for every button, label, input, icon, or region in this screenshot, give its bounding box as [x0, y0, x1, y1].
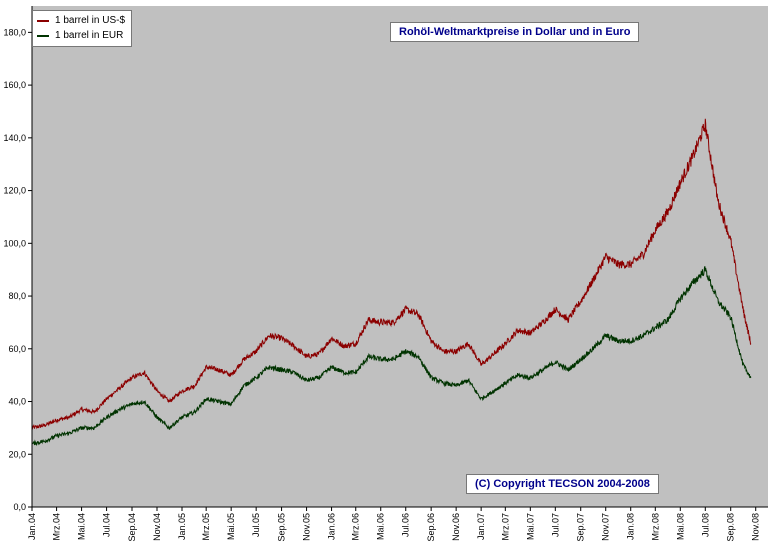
x-tick-label: Jul.07 — [550, 513, 560, 537]
axes: 0,0 20,0 40,0 60,0 80,0 100,0 120,0 140,0 160,0 1… — [3, 6, 768, 542]
legend-item-usd: 1 barrel in US-$ — [37, 13, 125, 28]
x-tick-label: Mrz.07 — [500, 513, 510, 541]
x-tick-label: Jan.07 — [476, 513, 486, 540]
x-tick-label: Jul.08 — [700, 513, 710, 537]
x-tick-label: Mai.08 — [675, 513, 685, 540]
x-tick-label: Mrz.04 — [52, 513, 62, 541]
x-tick-label: Mrz.08 — [650, 513, 660, 541]
x-tick-label: Jul.05 — [251, 513, 261, 537]
chart-title: Rohöl-Weltmarktpreise in Dollar und in E… — [390, 22, 640, 42]
y-tick-label: 80,0 — [8, 291, 26, 301]
x-tick-label: Jul.06 — [401, 513, 411, 537]
x-tick-label: Sep.06 — [426, 513, 436, 542]
x-tick-label: Mrz.06 — [351, 513, 361, 541]
x-tick-label: Sep.08 — [726, 513, 736, 542]
x-tick-label: Jan.05 — [177, 513, 187, 540]
x-tick-label: Nov.07 — [601, 513, 611, 541]
y-tick-label: 180,0 — [3, 27, 26, 37]
legend-swatch-usd — [37, 19, 49, 22]
y-tick-label: 20,0 — [8, 449, 26, 459]
x-tick-label: Mai.05 — [226, 513, 236, 540]
x-tick-label: Nov.05 — [302, 513, 312, 541]
y-tick-label: 100,0 — [3, 238, 26, 248]
legend-label-usd: 1 barrel in US-$ — [55, 15, 126, 26]
y-tick-label: 0,0 — [13, 502, 26, 512]
series-line-0 — [31, 118, 752, 431]
x-tick-label: Mrz.05 — [201, 513, 211, 541]
copyright-notice: (C) Copyright TECSON 2004-2008 — [466, 474, 659, 494]
y-tick-label: 140,0 — [3, 133, 26, 143]
x-tick-label: Jan.06 — [327, 513, 337, 540]
legend-swatch-eur — [37, 34, 49, 37]
y-tick-label: 160,0 — [3, 80, 26, 90]
x-tick-label: Mai.04 — [77, 513, 87, 540]
y-tick-label: 40,0 — [8, 397, 26, 407]
x-tick-label: Nov.08 — [751, 513, 761, 541]
y-tick-label: 120,0 — [3, 186, 26, 196]
x-tick-label: Mai.06 — [376, 513, 386, 540]
x-tick-label: Sep.07 — [576, 513, 586, 542]
plot-area — [32, 6, 768, 507]
x-tick-label: Sep.04 — [127, 513, 137, 542]
legend: 1 barrel in US-$ 1 barrel in EUR — [32, 10, 133, 47]
plot-lines — [31, 118, 752, 447]
series-line-1 — [31, 266, 752, 447]
legend-item-eur: 1 barrel in EUR — [37, 28, 125, 43]
x-tick-label: Sep.05 — [277, 513, 287, 542]
y-tick-label: 60,0 — [8, 344, 26, 354]
legend-label-eur: 1 barrel in EUR — [55, 30, 124, 41]
x-tick-label: Jan.08 — [626, 513, 636, 540]
x-tick-label: Jul.04 — [102, 513, 112, 537]
x-tick-label: Nov.04 — [152, 513, 162, 541]
x-tick-label: Mai.07 — [525, 513, 535, 540]
x-tick-label: Nov.06 — [451, 513, 461, 541]
x-tick-label: Jan.04 — [27, 513, 37, 540]
